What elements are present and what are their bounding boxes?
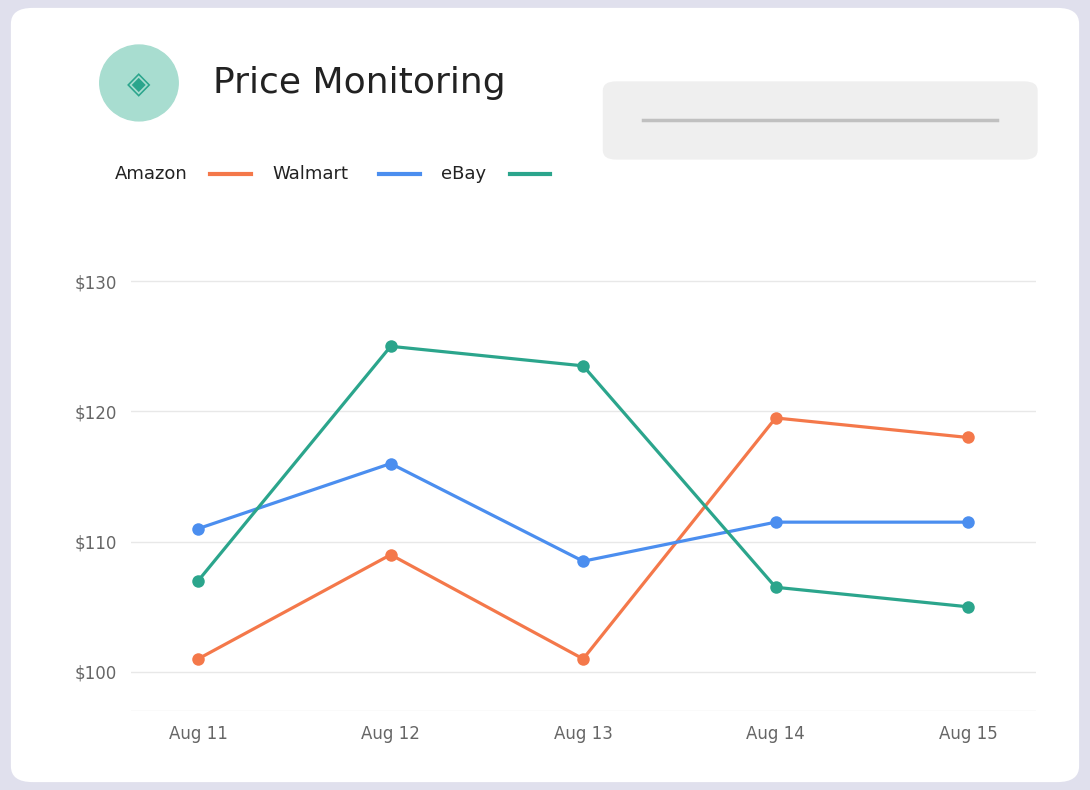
Text: Walmart: Walmart [272,165,349,182]
Text: Amazon: Amazon [114,165,187,182]
Text: ◈: ◈ [128,70,150,99]
Text: eBay: eBay [441,165,486,182]
Text: Price Monitoring: Price Monitoring [213,66,505,100]
Circle shape [100,45,178,121]
